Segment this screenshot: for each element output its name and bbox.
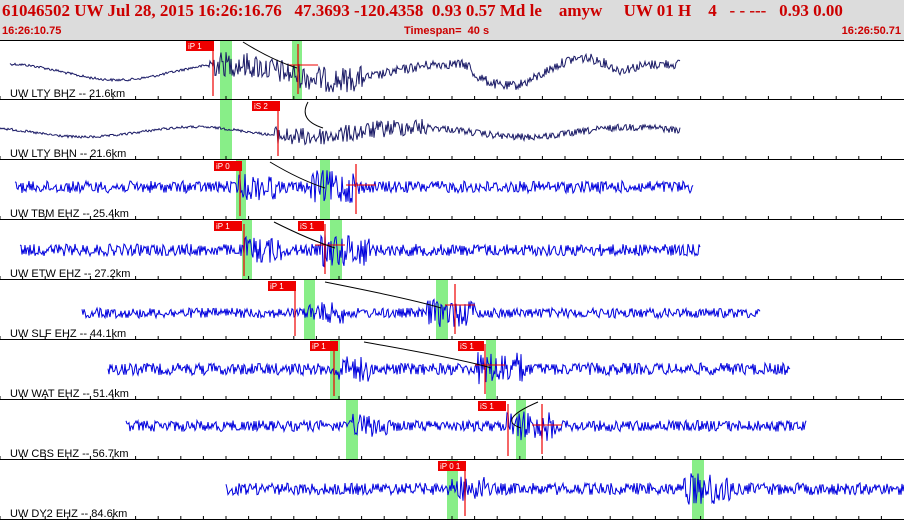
window-end-time: 16:26:50.71	[841, 25, 901, 37]
pick-window-2	[330, 220, 342, 280]
pick-window-1	[346, 400, 358, 460]
seismogram-canvas[interactable]: iP 1 UW LTY BHZ -- 21.6km iS 2 UW LTY BHN -…	[0, 40, 904, 520]
event-info-line: 61046502 UW Jul 28, 2015 16:26:16.76 47.…	[2, 1, 843, 20]
waveform-trace	[125, 411, 807, 441]
station-label: UW LTY BHZ -- 21.6km	[10, 88, 125, 100]
pick-window-1	[220, 40, 232, 100]
pick-flag-label: iP 0 1	[440, 462, 461, 471]
travel-time-curve	[363, 341, 492, 369]
pick-flag-label: iP 0	[216, 162, 230, 171]
waveform-trace	[107, 352, 791, 385]
pick-flag	[186, 41, 214, 51]
pick-window-2	[516, 400, 526, 460]
travel-time-curve	[242, 41, 298, 69]
station-label: UW DY2 EHZ -- 84.6km	[10, 508, 127, 520]
waveform-trace	[19, 233, 701, 268]
pick-flag	[438, 461, 466, 471]
travel-time-curve	[511, 401, 539, 429]
timespan-label: Timespan= 40 s	[404, 25, 490, 37]
station-label: UW ETW EHZ -- 27.2km	[10, 268, 130, 280]
pick-window-1	[447, 460, 458, 520]
waveform-trace	[81, 298, 761, 328]
station-label: UW LTY BHN -- 21.6km	[10, 148, 126, 160]
waveform-trace	[0, 118, 681, 146]
station-label: UW SLF EHZ -- 44.1km	[10, 328, 126, 340]
pick-flag	[214, 161, 242, 171]
station-label: UW TBM EHZ -- 25.4km	[10, 208, 129, 220]
pick-flag-2-label: iS 1	[460, 342, 474, 351]
waveform-trace	[225, 473, 904, 505]
pick-flag-2-label: iS 1	[300, 222, 314, 231]
pick-flag-label: iP 1	[216, 222, 230, 231]
pick-flag	[310, 341, 338, 351]
pick-window-2	[692, 460, 704, 520]
pick-window-2	[486, 340, 496, 400]
travel-time-curve	[324, 281, 442, 309]
pick-flag-label: iS 1	[480, 402, 494, 411]
travel-time-curve	[273, 221, 336, 249]
pick-flag	[252, 101, 280, 111]
pick-window-1	[330, 340, 340, 400]
travel-time-curve	[304, 101, 324, 129]
seismogram-panels: iP 1 UW LTY BHZ -- 21.6km iS 2 UW LTY BHN -…	[0, 40, 904, 520]
event-header: 61046502 UW Jul 28, 2015 16:26:16.76 47.…	[0, 0, 904, 40]
pick-flag-label: iP 1	[188, 42, 202, 51]
pick-flag-label: iP 1	[312, 342, 326, 351]
pick-flag	[214, 221, 242, 231]
travel-time-curve	[269, 161, 326, 189]
waveform-trace	[14, 170, 694, 203]
pick-flag-label: iP 1	[270, 282, 284, 291]
pick-window-2	[320, 160, 330, 220]
window-start-time: 16:26:10.75	[2, 25, 62, 37]
station-label: UW WAT EHZ -- 51.4km	[10, 388, 129, 400]
pick-flag	[478, 401, 506, 411]
pick-flag-2	[458, 341, 484, 351]
pick-flag	[268, 281, 296, 291]
pick-window-1	[304, 280, 315, 340]
pick-flag-label: iS 2	[254, 102, 268, 111]
station-label: UW CBS EHZ -- 56.7km	[10, 448, 129, 460]
pick-flag-2	[298, 221, 324, 231]
waveform-trace	[9, 52, 681, 93]
pick-window-2	[292, 40, 302, 100]
